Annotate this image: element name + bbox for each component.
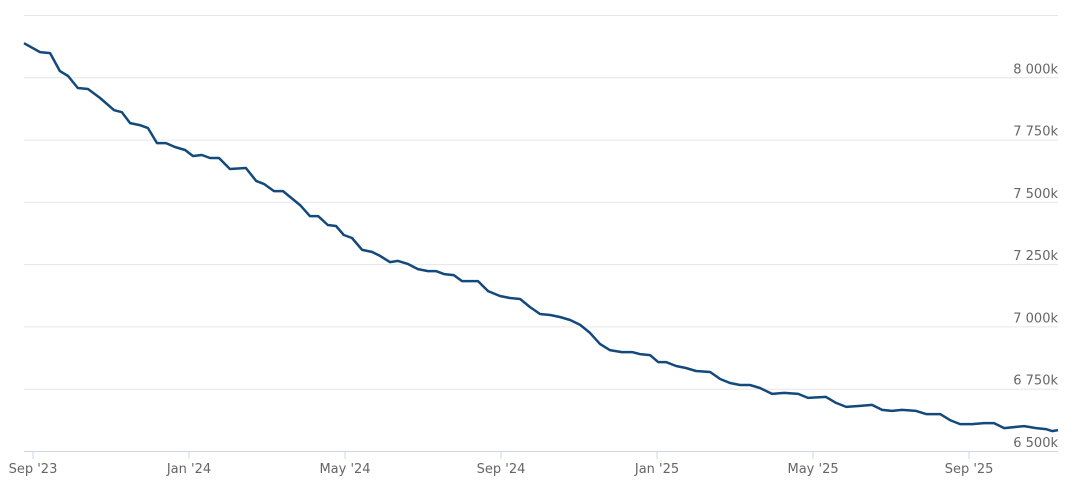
x-tick-label: Sep '24	[477, 462, 526, 477]
x-tick-label: Jan '25	[634, 462, 679, 477]
x-tick-label: Sep '23	[9, 462, 58, 477]
x-tick-label: Sep '25	[945, 462, 994, 477]
line-series	[23, 42, 1059, 433]
y-tick-label: 7 500k	[1013, 187, 1058, 202]
y-tick-label: 7 000k	[1013, 311, 1058, 326]
y-tick-label: 8 000k	[1013, 62, 1058, 77]
x-tick-label: May '24	[319, 462, 370, 477]
y-tick-label: 7 250k	[1013, 249, 1058, 264]
x-tick-label: Jan '24	[166, 462, 211, 477]
y-tick-label: 7 750k	[1013, 125, 1058, 140]
y-tick-label: 6 750k	[1013, 374, 1058, 389]
y-tick-label: 6 500k	[1013, 436, 1058, 451]
x-tick-label: May '25	[787, 462, 838, 477]
